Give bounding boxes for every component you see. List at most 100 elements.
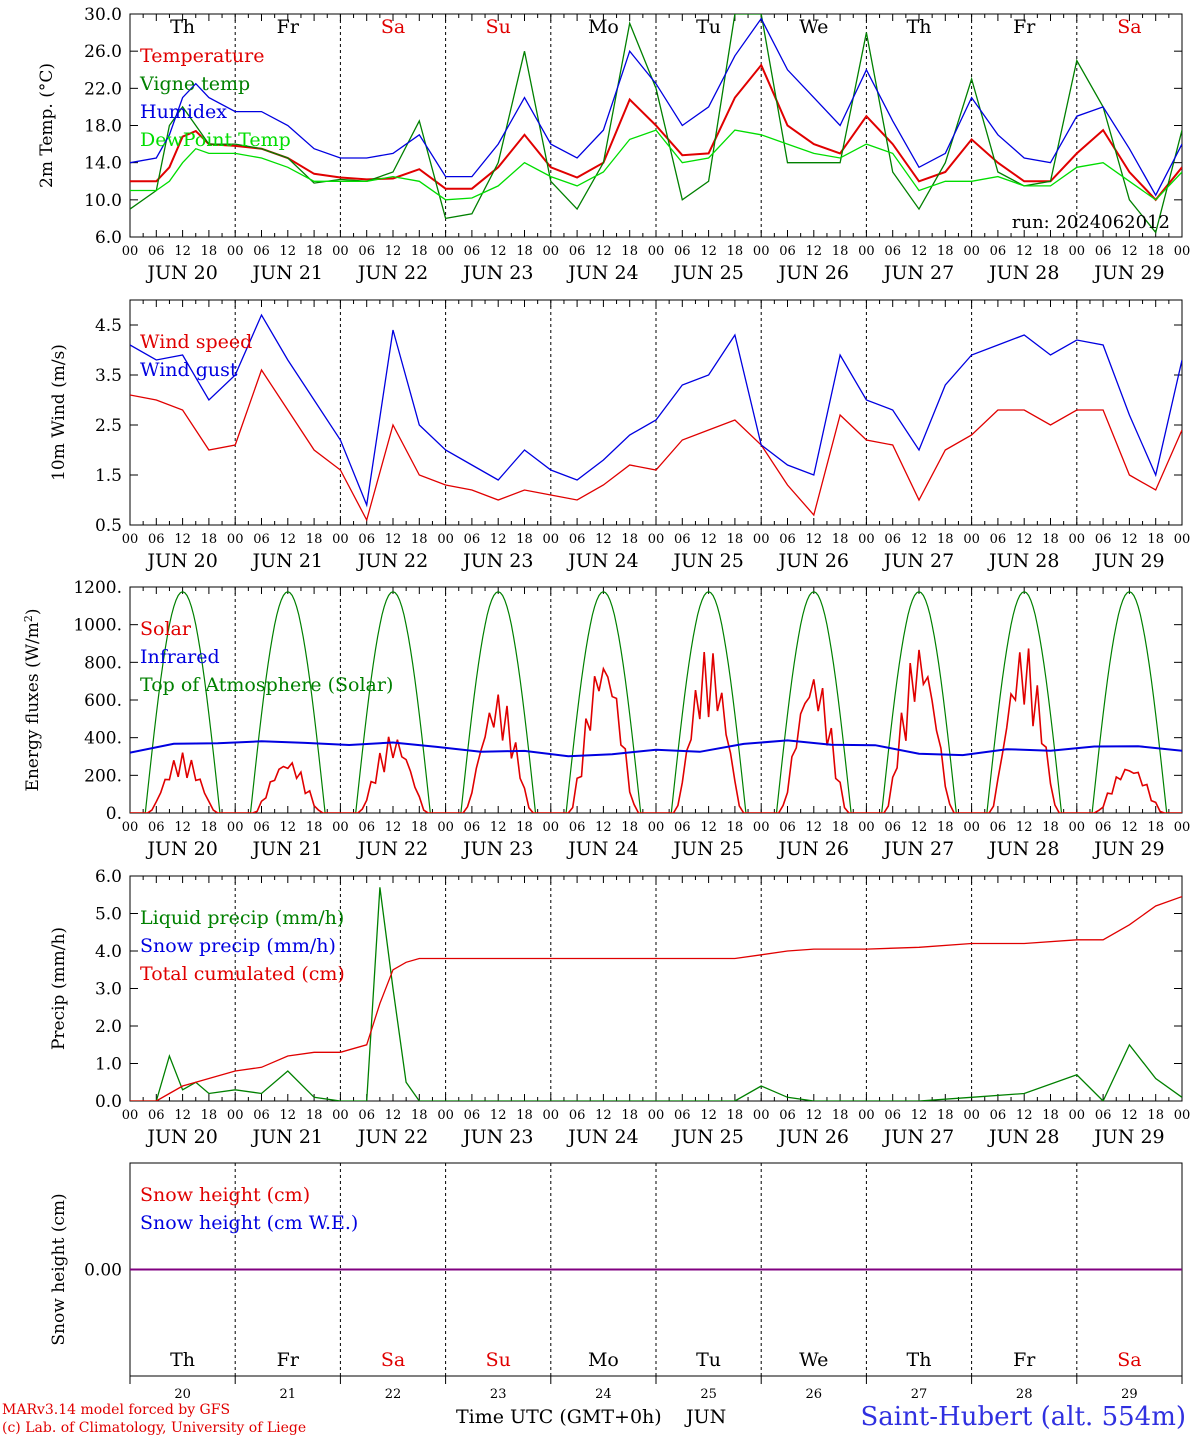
date-label: JUN 24 <box>566 262 638 284</box>
hour-tick-label: 18 <box>1042 244 1059 259</box>
hour-tick-label: 06 <box>779 1108 796 1123</box>
hour-tick-label: 06 <box>569 1108 586 1123</box>
superscript-2: 2 <box>22 615 35 622</box>
hour-tick-label: 00 <box>227 820 244 835</box>
date-label: JUN 27 <box>882 838 954 860</box>
hour-tick-label: 00 <box>963 820 980 835</box>
hour-tick-label: 18 <box>727 244 744 259</box>
hour-tick-label: 00 <box>648 1108 665 1123</box>
hour-tick-label: 00 <box>437 1108 454 1123</box>
legend-entry: Temperature <box>140 45 264 67</box>
hour-tick-label: 00 <box>1174 244 1191 259</box>
hour-tick-label: 06 <box>1095 532 1112 547</box>
date-label: JUN 24 <box>566 550 638 572</box>
hour-tick-label: 00 <box>1069 1108 1086 1123</box>
date-label: JUN 29 <box>1092 838 1164 860</box>
hour-tick-label: 00 <box>543 1108 560 1123</box>
hour-tick-label: 00 <box>332 244 349 259</box>
hour-tick-label: 18 <box>937 532 954 547</box>
legend-entry: Vigne temp <box>139 73 250 95</box>
hour-tick-label: 18 <box>832 820 849 835</box>
panel-snow: 20 21 22 23 24 25 26 27 28 29 0.00 Snow height (cm)… <box>49 1162 1183 1400</box>
hour-tick-label: 00 <box>122 532 139 547</box>
hour-tick-label: 00 <box>648 244 665 259</box>
hour-tick-label: 12 <box>1016 244 1033 259</box>
day-number-label: 25 <box>700 1387 717 1400</box>
date-label: JUN 23 <box>461 550 533 572</box>
hour-tick-label: 00 <box>122 244 139 259</box>
day-number-label: 29 <box>1121 1387 1138 1400</box>
weekday-label: Sa <box>1117 16 1141 38</box>
date-label: JUN 24 <box>566 1126 638 1148</box>
hour-tick-label: 06 <box>990 244 1007 259</box>
weekday-label: Sa <box>1117 1349 1141 1371</box>
day-number-label: 27 <box>911 1387 928 1400</box>
hour-tick-label: 06 <box>358 244 375 259</box>
hour-tick-label: 18 <box>621 244 638 259</box>
hour-tick-label: 12 <box>1121 532 1138 547</box>
hour-tick-label: 00 <box>1069 532 1086 547</box>
hour-tick-label: 00 <box>963 1108 980 1123</box>
date-label: JUN 24 <box>566 838 638 860</box>
legend-entry: Wind speed <box>140 331 252 353</box>
hour-tick-label: 18 <box>937 244 954 259</box>
day-number-label: 20 <box>174 1387 191 1400</box>
date-label: JUN 20 <box>145 1126 217 1148</box>
hour-tick-label: 06 <box>990 820 1007 835</box>
hour-tick-label: 12 <box>1016 532 1033 547</box>
y-tick-label: 3.5 <box>95 366 122 386</box>
series-vigne-temp <box>130 14 1182 234</box>
date-label: JUN 26 <box>777 550 849 572</box>
weekday-label: Fr <box>1013 16 1036 38</box>
date-label: JUN 21 <box>251 838 323 860</box>
panel-frame <box>129 299 1183 526</box>
hour-tick-label: 18 <box>201 532 218 547</box>
date-label: JUN 25 <box>671 838 743 860</box>
hour-tick-label: 12 <box>490 1108 507 1123</box>
series-wind-speed <box>130 368 1182 522</box>
date-label: JUN 28 <box>987 1126 1059 1148</box>
date-label: JUN 22 <box>356 838 428 860</box>
hour-tick-label: 00 <box>437 244 454 259</box>
hour-tick-label: 18 <box>937 820 954 835</box>
y-tick-label: 2.5 <box>95 416 122 436</box>
hour-tick-label: 18 <box>1147 532 1164 547</box>
series-total-cumulated-cm <box>130 895 1182 1101</box>
hour-tick-label: 12 <box>174 532 191 547</box>
y-tick-label: 26.0 <box>84 42 122 62</box>
panel-temperature: 00 06 12 18 JUN 20 00 06 12 18 JUN 21 00 06 12 18 JUN … <box>37 5 1190 284</box>
date-label: JUN 25 <box>671 262 743 284</box>
y-tick-label: 400. <box>84 729 122 749</box>
hour-tick-label: 00 <box>648 820 665 835</box>
weekday-label: Fr <box>1013 1349 1036 1371</box>
hour-tick-label: 12 <box>1016 820 1033 835</box>
date-label: JUN 27 <box>882 550 954 572</box>
date-label: JUN 25 <box>671 550 743 572</box>
date-label: JUN 28 <box>987 262 1059 284</box>
hour-tick-label: 12 <box>806 820 823 835</box>
day-number-label: 23 <box>490 1387 507 1400</box>
date-label: JUN 21 <box>251 1126 323 1148</box>
date-label: JUN 25 <box>671 1126 743 1148</box>
hour-tick-label: 06 <box>358 532 375 547</box>
hour-tick-label: 18 <box>306 532 323 547</box>
hour-tick-label: 00 <box>858 532 875 547</box>
hour-tick-label: 06 <box>1095 244 1112 259</box>
hour-tick-label: 06 <box>253 820 270 835</box>
legend-entry: Top of Atmosphere (Solar) <box>140 674 393 696</box>
hour-tick-label: 12 <box>700 820 717 835</box>
weekday-label: Th <box>907 16 932 38</box>
hour-tick-label: 18 <box>727 532 744 547</box>
hour-tick-label: 06 <box>779 820 796 835</box>
y-tick-label: 1.5 <box>95 466 122 486</box>
date-label: JUN 29 <box>1092 262 1164 284</box>
weekday-label: Fr <box>277 1349 300 1371</box>
hour-tick-label: 18 <box>306 1108 323 1123</box>
weekday-label: Su <box>486 16 511 38</box>
hour-tick-label: 12 <box>174 1108 191 1123</box>
hour-tick-label: 00 <box>543 244 560 259</box>
weekday-label: Mo <box>588 1349 619 1371</box>
weekday-label: Sa <box>381 1349 405 1371</box>
hour-tick-label: 18 <box>1042 1108 1059 1123</box>
series-liquid-precip-mm-h <box>130 887 1182 1101</box>
